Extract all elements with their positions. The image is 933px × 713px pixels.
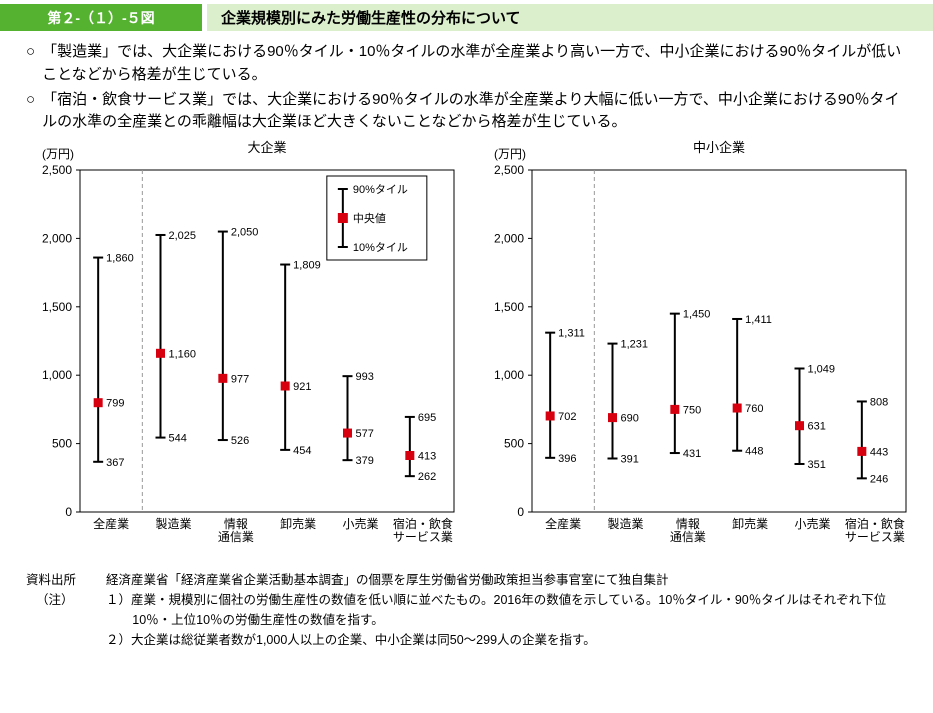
svg-text:1,000: 1,000 [494,368,524,382]
svg-text:631: 631 [808,421,826,433]
svg-text:351: 351 [808,459,826,471]
svg-text:454: 454 [293,445,311,457]
source-label: 資料出所 [26,573,77,588]
chart-small-medium-enterprises: 中小企業 (万円) 0 500 1,000 1,500 2,000 2,500 1,311 702… [494,140,907,544]
svg-text:2,050: 2,050 [231,227,259,239]
svg-text:卸売業: 卸売業 [732,516,768,531]
summary-bullets: ○ 「製造業」では、大企業における90％タイル・10％タイルの水準が全産業より高… [26,41,907,134]
svg-text:全産業: 全産業 [545,516,581,531]
svg-text:宿泊・飲食: 宿泊・飲食 [393,516,453,531]
svg-text:情報: 情報 [224,517,248,531]
svg-text:通信業: 通信業 [218,530,254,544]
note-label: （注） [36,593,74,608]
svg-text:413: 413 [418,451,436,463]
source-text: 経済産業省「経済産業省企業活動基本調査」の個票を厚生労働省労働政策担当参事官室に… [106,573,669,588]
svg-text:中小企業: 中小企業 [693,140,745,155]
figure-header: 第２-（１）-５図 企業規模別にみた労働生産性の分布について [0,4,933,31]
svg-text:卸売業: 卸売業 [280,516,316,531]
svg-text:1,000: 1,000 [42,368,72,382]
svg-text:246: 246 [870,474,888,486]
svg-text:443: 443 [870,447,888,459]
svg-text:391: 391 [621,454,639,466]
svg-text:1,809: 1,809 [293,260,321,272]
figure-label: 第２-（１）-５図 [0,4,202,31]
svg-text:760: 760 [745,403,763,415]
svg-text:1,160: 1,160 [169,348,197,360]
svg-text:製造業: 製造業 [607,517,643,531]
bullet-marker: ○ [26,90,36,108]
svg-text:小売業: 小売業 [342,516,378,531]
chart-large-enterprises: 大企業 (万円) 0 500 1,000 1,500 2,000 2,500 1,860 799 3… [42,140,455,544]
svg-text:799: 799 [106,398,124,410]
svg-text:0: 0 [65,505,72,519]
footnotes: 資料出所 経済産業省「経済産業省企業活動基本調査」の個票を厚生労働省労働政策担当… [26,570,907,650]
svg-text:2,000: 2,000 [494,232,524,246]
svg-text:2,500: 2,500 [42,163,72,177]
svg-text:379: 379 [356,455,374,467]
charts-row: 大企業 (万円) 0 500 1,000 1,500 2,000 2,500 1,860 799 3… [0,136,933,566]
svg-text:2,000: 2,000 [42,232,72,246]
bullet-text-2: 「宿泊・飲食サービス業」では、大企業における90％タイルの水準が全産業より大幅に… [42,90,900,131]
svg-text:396: 396 [558,453,576,465]
svg-text:サービス業: サービス業 [393,530,453,544]
svg-text:0: 0 [517,505,524,519]
svg-text:993: 993 [356,371,374,383]
svg-text:2,500: 2,500 [494,163,524,177]
svg-text:695: 695 [418,412,436,424]
svg-text:1,411: 1,411 [745,314,772,326]
svg-text:90%タイル: 90%タイル [353,183,408,196]
notes-row: （注） １）産業・規模別に個社の労働生産性の数値を低い順に並べたもの。2016年… [26,590,907,650]
bullet-text-1: 「製造業」では、大企業における90％タイル・10％タイルの水準が全産業より高い一… [42,43,902,83]
svg-text:448: 448 [745,446,763,458]
svg-text:1,500: 1,500 [42,300,72,314]
svg-text:1,860: 1,860 [106,253,134,265]
svg-text:262: 262 [418,471,436,483]
svg-text:808: 808 [870,397,888,409]
svg-text:431: 431 [683,448,701,460]
svg-text:全産業: 全産業 [93,516,129,531]
svg-text:(万円): (万円) [494,147,526,161]
bullet-marker: ○ [26,43,36,60]
svg-text:702: 702 [558,411,576,423]
svg-text:1,500: 1,500 [494,300,524,314]
svg-text:中央値: 中央値 [353,212,386,225]
svg-text:1,450: 1,450 [683,309,711,321]
svg-text:通信業: 通信業 [670,530,706,544]
figure-title: 企業規模別にみた労働生産性の分布について [207,4,933,31]
svg-text:情報: 情報 [676,517,700,531]
svg-text:977: 977 [231,374,249,386]
svg-text:(万円): (万円) [42,147,74,161]
svg-text:500: 500 [504,437,524,451]
svg-text:690: 690 [621,413,639,425]
svg-text:544: 544 [169,433,187,445]
source-row: 資料出所 経済産業省「経済産業省企業活動基本調査」の個票を厚生労働省労働政策担当… [26,570,907,590]
svg-text:750: 750 [683,405,701,417]
svg-text:577: 577 [356,428,374,440]
svg-text:526: 526 [231,435,249,447]
svg-text:大企業: 大企業 [247,140,286,155]
svg-text:921: 921 [293,381,311,393]
svg-text:1,231: 1,231 [621,339,649,351]
notes-list: １）産業・規模別に個社の労働生産性の数値を低い順に並べたもの。2016年の数値を… [106,590,907,650]
page: 第２-（１）-５図 企業規模別にみた労働生産性の分布について ○ 「製造業」では… [0,4,933,713]
svg-text:2,025: 2,025 [169,230,197,242]
svg-text:1,049: 1,049 [808,364,836,376]
bullet-item-2: ○ 「宿泊・飲食サービス業」では、大企業における90％タイルの水準が全産業より大… [26,89,907,135]
svg-text:サービス業: サービス業 [845,530,905,544]
svg-text:小売業: 小売業 [794,516,830,531]
bullet-item-1: ○ 「製造業」では、大企業における90％タイル・10％タイルの水準が全産業より高… [26,41,907,87]
svg-text:宿泊・飲食: 宿泊・飲食 [845,516,905,531]
svg-text:367: 367 [106,457,124,469]
note-1: １）産業・規模別に個社の労働生産性の数値を低い順に並べたもの。2016年の数値を… [106,593,887,628]
svg-text:10%タイル: 10%タイル [353,241,408,254]
note-2: ２）大企業は総従業者数が1,000人以上の企業、中小企業は同50～299人の企業… [106,633,596,648]
svg-text:500: 500 [52,437,72,451]
svg-text:製造業: 製造業 [155,517,191,531]
svg-text:1,311: 1,311 [558,328,585,340]
